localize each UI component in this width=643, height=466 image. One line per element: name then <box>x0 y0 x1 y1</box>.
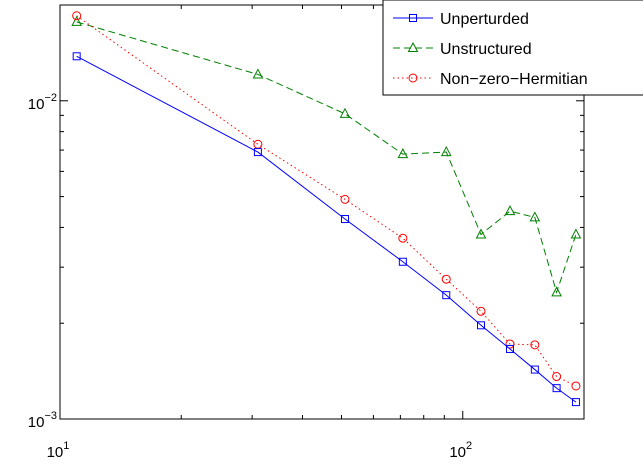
data-point <box>398 233 408 243</box>
data-point <box>340 215 349 224</box>
series-circle <box>72 11 581 391</box>
data-point <box>442 291 451 300</box>
tick-label: 101 <box>47 440 70 461</box>
tick-label: 10−2 <box>28 92 57 113</box>
tick-label: 10−3 <box>28 410 57 431</box>
data-point <box>551 286 562 297</box>
series-layer <box>71 11 582 407</box>
legend-label: Unstructured <box>440 41 532 58</box>
data-point <box>505 344 514 353</box>
data-point <box>570 228 582 239</box>
series-triangle <box>71 15 582 297</box>
data-point <box>552 384 561 393</box>
data-point <box>253 148 262 157</box>
legend-marker <box>408 73 418 83</box>
legend-item: Non−zero−Hermitian <box>393 71 588 88</box>
series-square <box>72 52 580 407</box>
data-point <box>571 398 580 407</box>
data-point <box>72 11 82 21</box>
axis-layer: 101 102 10−2 10−3 <box>28 4 585 461</box>
data-point <box>397 148 409 159</box>
legend-label: Unperturded <box>440 11 529 28</box>
data-point <box>552 372 562 382</box>
data-point <box>72 52 81 61</box>
data-point <box>477 321 486 330</box>
legend-marker <box>407 41 419 52</box>
data-point <box>530 365 539 374</box>
data-point <box>340 194 350 204</box>
data-point <box>505 339 515 349</box>
legend-label: Non−zero−Hermitian <box>440 71 588 88</box>
data-point <box>441 274 451 284</box>
legend-marker <box>409 14 417 22</box>
data-point <box>529 211 541 222</box>
data-point <box>476 306 486 316</box>
tick-label: 102 <box>449 440 472 461</box>
plot-frame <box>59 4 585 420</box>
data-point <box>252 68 264 79</box>
data-point <box>475 228 487 239</box>
data-point <box>504 205 516 216</box>
series-line <box>76 21 577 295</box>
data-point <box>71 15 83 26</box>
data-point <box>398 257 407 266</box>
series-line <box>76 15 577 387</box>
legend-item: Unstructured <box>393 41 532 58</box>
legend: Unperturded Unstructured Non−zero−Hermitia… <box>382 0 643 96</box>
data-point <box>571 381 581 391</box>
data-point <box>339 107 351 118</box>
data-point <box>440 146 452 157</box>
legend-item: Unperturded <box>393 11 529 28</box>
series-line <box>76 55 577 403</box>
data-point <box>530 340 540 350</box>
